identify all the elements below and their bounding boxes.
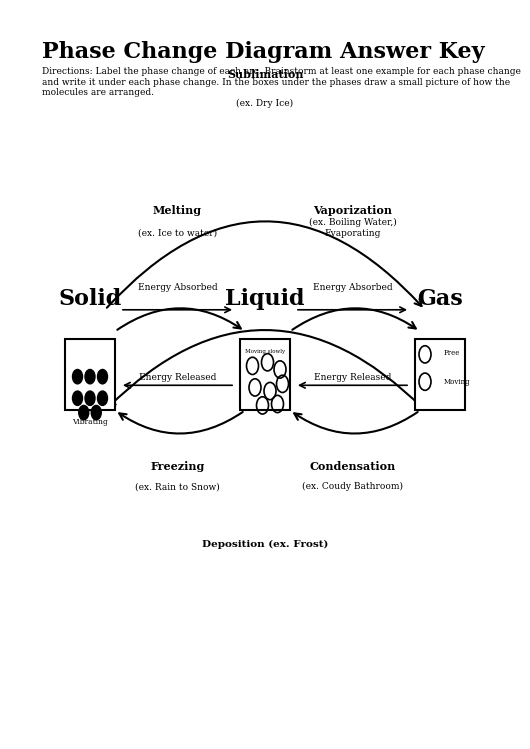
Text: Deposition (ex. Frost): Deposition (ex. Frost) xyxy=(202,540,328,549)
FancyArrowPatch shape xyxy=(117,309,241,330)
Text: Freezing: Freezing xyxy=(151,461,205,472)
FancyArrowPatch shape xyxy=(119,412,243,434)
Circle shape xyxy=(91,405,101,419)
Circle shape xyxy=(85,369,95,383)
Text: (ex. Boiling Water,)
Evaporating: (ex. Boiling Water,) Evaporating xyxy=(308,219,396,238)
FancyBboxPatch shape xyxy=(240,339,290,410)
Circle shape xyxy=(73,369,83,383)
Circle shape xyxy=(98,369,108,383)
Circle shape xyxy=(85,391,95,405)
Text: Phase Change Diagram Answer Key: Phase Change Diagram Answer Key xyxy=(42,41,485,63)
FancyArrowPatch shape xyxy=(109,330,423,408)
Text: Vaporization: Vaporization xyxy=(313,205,392,216)
FancyBboxPatch shape xyxy=(415,339,465,410)
Text: (ex. Rain to Snow): (ex. Rain to Snow) xyxy=(135,482,220,491)
Text: Condensation: Condensation xyxy=(310,461,395,472)
Circle shape xyxy=(98,391,108,405)
Text: (ex. Ice to water): (ex. Ice to water) xyxy=(138,229,217,238)
Text: Moving slowly: Moving slowly xyxy=(245,349,285,354)
Text: Energy Absorbed: Energy Absorbed xyxy=(313,283,392,292)
Text: Energy Absorbed: Energy Absorbed xyxy=(138,283,217,292)
FancyArrowPatch shape xyxy=(292,309,416,330)
FancyArrowPatch shape xyxy=(294,412,418,434)
Text: Energy Released: Energy Released xyxy=(314,373,391,382)
Text: Vibrating: Vibrating xyxy=(72,418,108,425)
FancyBboxPatch shape xyxy=(65,339,115,410)
Text: Directions: Label the phase change of each arc. Brainstorm at least one example : Directions: Label the phase change of ea… xyxy=(42,67,522,97)
Circle shape xyxy=(73,391,83,405)
Circle shape xyxy=(79,405,89,419)
Text: (ex. Dry Ice): (ex. Dry Ice) xyxy=(236,100,294,109)
Text: Moving: Moving xyxy=(444,377,470,386)
Text: Gas: Gas xyxy=(417,288,463,310)
Text: (ex. Coudy Bathroom): (ex. Coudy Bathroom) xyxy=(302,482,403,491)
Text: Sublimation: Sublimation xyxy=(227,69,303,79)
FancyArrowPatch shape xyxy=(107,222,421,308)
Text: Solid: Solid xyxy=(58,288,121,310)
Text: Melting: Melting xyxy=(153,205,202,216)
Text: Free: Free xyxy=(444,349,460,357)
Text: Energy Released: Energy Released xyxy=(139,373,216,382)
Text: Liquid: Liquid xyxy=(225,288,305,310)
